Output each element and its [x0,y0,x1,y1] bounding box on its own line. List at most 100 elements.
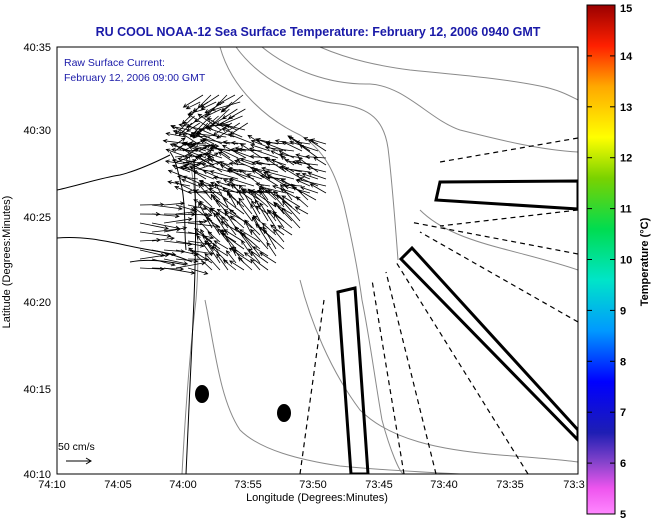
current-vector-arrow [187,213,213,218]
current-vector-arrow [269,224,285,236]
current-vector-arrow [174,153,193,158]
current-vector-arrow [175,209,198,215]
current-vector-arrow [253,191,277,208]
current-note-line1: Raw Surface Current: [64,57,165,69]
current-vector-arrow [289,140,319,152]
current-vector-arrow [163,240,193,247]
current-vector-arrow [241,240,253,257]
current-vector-arrow [197,113,222,131]
current-vector-arrow [259,190,277,215]
current-vector-arrow [295,196,309,208]
y-tick-label: 40:15 [23,384,51,396]
current-vector-arrow [250,203,261,222]
colorbar-tick-label: 12 [620,153,632,165]
x-tick-label: 74:10 [38,479,66,491]
x-tick-label: 74:05 [104,479,132,491]
isobath-inner-shelf [219,47,405,474]
current-vector-arrow [291,160,319,166]
current-vector-arrow [230,140,247,146]
current-vector-arrow [236,200,253,222]
current-vector-arrow [247,248,269,264]
current-vector-arrow [163,226,188,233]
current-vector-arrow [181,178,199,187]
current-vector-arrow [251,160,279,166]
current-vector-arrow [198,152,219,164]
isobath-coastal-shelf [204,299,461,474]
current-vector-arrow [139,266,165,271]
current-vector-arrow [259,252,277,264]
current-vector-arrow [229,215,245,229]
current-vector-arrow [310,138,327,145]
lane-boundary-3 [385,271,437,474]
current-vector-arrow [278,150,295,159]
current-vector-arrow [275,194,301,215]
current-vector-arrow [261,166,279,173]
current-vector-arrow [193,189,213,208]
y-tick-label: 40:20 [23,297,51,309]
current-vector-arrow [181,121,198,131]
current-vector-arrow [187,204,208,211]
current-vector-arrow [272,190,293,208]
current-vector-arrow [228,247,253,264]
current-vector-arrow [207,231,221,243]
current-scale-arrow [66,457,92,465]
current-vector-arrow [206,242,229,257]
current-vector-arrow [309,183,327,194]
current-vector-arrow [212,175,231,180]
scale-label: 50 cm/s [58,441,95,453]
current-vector-arrow [230,184,253,201]
current-vector-arrow [204,252,221,271]
current-vector-arrow [244,219,261,236]
x-tick-label: 73:50 [299,479,327,491]
current-vector-arrow [172,143,199,159]
x-tick-label: 73:35 [496,479,524,491]
current-vector-arrow [267,188,285,208]
current-vector-arrow [288,136,311,152]
current-vector-arrow [246,173,263,180]
current-vector-arrow [175,249,199,257]
current-vector-arrow [251,200,261,215]
y-tick-label: 40:35 [23,42,51,54]
current-vector-arrow [198,202,213,229]
current-vector-arrow [174,156,190,164]
current-vector-arrow [187,231,215,240]
current-vector-arrow [241,232,261,257]
current-vector-arrow [264,145,295,152]
current-vector-arrow [239,229,261,243]
current-vector-arrow [227,193,245,208]
current-vector-arrow [175,258,199,264]
current-vector-arrow [241,188,261,201]
surface-current-vectors [139,94,327,275]
current-vector-arrow [190,132,215,145]
x-axis: 74:10 74:05 74:00 73:55 73:50 73:45 73:4… [38,479,584,504]
lane-boundary-1 [299,299,325,474]
y-tick-label: 40:30 [23,125,51,137]
current-vector-arrow [165,148,191,159]
current-vector-arrow [227,133,255,145]
y-axis: 40:35 40:30 40:25 40:20 40:15 40:10 Lati… [1,42,51,481]
current-vector-arrow [261,222,277,236]
lane-boundary-6 [409,221,578,255]
current-vector-arrow [239,143,263,159]
current-vector-arrow [247,188,269,208]
current-vector-arrow [163,258,189,266]
current-vector-arrow [139,231,172,238]
current-vector-arrow [313,156,327,166]
current-vector-arrow [163,267,196,275]
current-vector-arrow [281,141,303,152]
map-plot-area: Raw Surface Current: February 12, 2006 0… [56,46,579,475]
current-vector-arrow [229,209,253,229]
current-vector-arrow [250,139,279,152]
shipping-lanes [299,137,578,474]
current-vector-arrow [234,225,253,250]
isobath-hudson-canyon-west [235,47,399,261]
lane-boundary-5 [419,231,578,323]
current-vector-arrow [218,148,239,159]
current-vector-arrow [243,252,269,271]
current-vector-arrow [221,128,243,138]
current-vector-arrow [215,212,229,229]
current-vector-arrow [263,171,287,187]
current-vector-arrow [306,166,327,173]
current-vector-arrow [272,211,293,229]
